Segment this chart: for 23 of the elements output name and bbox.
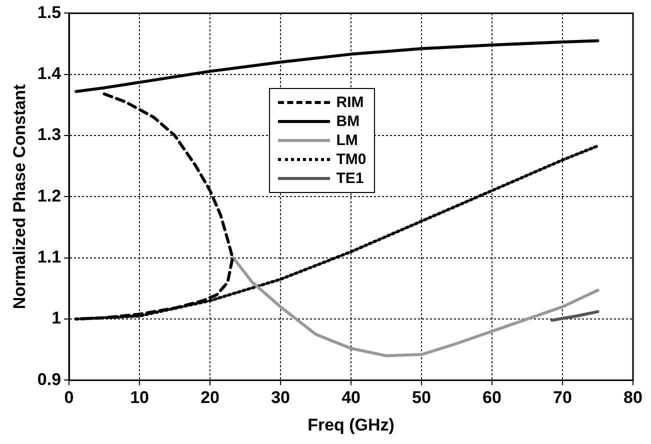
legend-label: LM [336, 132, 358, 150]
legend-label: RIM [336, 94, 364, 112]
x-tick-label: 30 [271, 388, 290, 408]
legend-label: BM [336, 113, 360, 130]
x-tick-label: 0 [64, 388, 74, 408]
legend-label: TM0 [336, 151, 366, 168]
x-tick-label: 20 [200, 388, 220, 408]
x-tick-label: 60 [482, 388, 502, 408]
y-axis-title: Normalized Phase Constant [10, 84, 29, 310]
y-tick-label: 1.5 [37, 2, 62, 22]
x-tick-label: 70 [553, 388, 572, 408]
y-tick-label: 1.1 [37, 248, 62, 267]
x-tick-label: 80 [624, 388, 642, 408]
y-tick-label: 1.4 [37, 64, 62, 84]
y-tick-label: 0.9 [37, 370, 62, 389]
x-axis-title: Freq (GHz) [308, 415, 394, 434]
y-tick-label: 1.3 [37, 125, 62, 144]
x-tick-label: 10 [130, 388, 149, 408]
y-tick-label: 1.2 [37, 186, 62, 206]
x-tick-label: 50 [412, 388, 431, 408]
x-tick-label: 40 [342, 388, 360, 408]
y-tick-label: 1 [52, 308, 62, 328]
legend-label: TE1 [336, 170, 364, 188]
